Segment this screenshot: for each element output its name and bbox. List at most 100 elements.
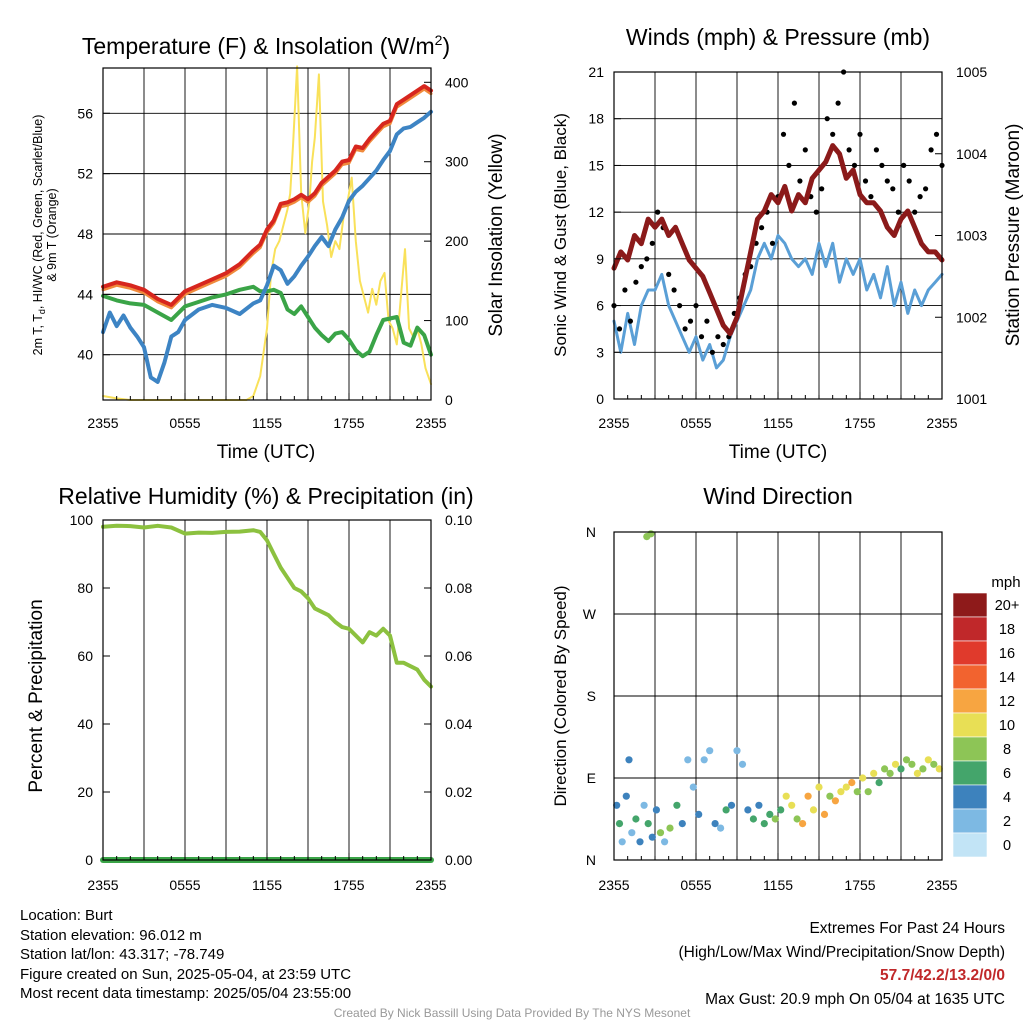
y-tick-label: 20: [77, 784, 93, 800]
x-tick-label: 1155: [252, 877, 282, 893]
gust-point: [813, 209, 819, 215]
y-tick-label: 21: [588, 64, 604, 80]
direction-point: [859, 774, 867, 782]
winds-xlabel: Time (UTC): [729, 442, 828, 463]
gust-point: [884, 178, 890, 184]
x-tick-label: 1155: [252, 415, 282, 431]
y2-tick-label: 0.04: [445, 716, 472, 732]
y-tick-label: 0: [85, 852, 93, 868]
colorbar-unit: mph: [991, 574, 1020, 591]
y2-tick-label: 300: [445, 154, 469, 170]
temperature-series-layer: [101, 65, 433, 401]
gust-point: [693, 303, 699, 309]
colorbar-label: 12: [999, 694, 1015, 710]
direction-point: [666, 824, 674, 832]
x-tick-label: 2355: [926, 415, 957, 431]
colorbar-label: 18: [999, 622, 1015, 638]
x-tick-label: 0555: [169, 415, 200, 431]
direction-point: [897, 765, 905, 773]
winds-series-layer: [611, 69, 945, 370]
direction-point: [886, 769, 894, 778]
series-line-sonic-wind: [612, 234, 944, 370]
y2-tick-label: 0.02: [445, 784, 472, 800]
gust-point: [802, 147, 808, 153]
direction-point: [902, 756, 911, 764]
colorbar-swatch: [952, 688, 988, 714]
series-line-9m-t: [101, 87, 433, 310]
direction-point: [652, 806, 661, 814]
gust-point: [890, 186, 896, 192]
colorbar-label: 8: [1003, 742, 1011, 758]
direction-point: [771, 815, 779, 823]
direction-tick-label: N: [586, 852, 596, 868]
station-elevation: Station elevation: 96.012 m: [20, 926, 202, 944]
direction-point: [842, 783, 850, 791]
y-tick-label: 100: [70, 512, 94, 528]
x-tick-label: 0555: [680, 415, 711, 431]
direction-point: [711, 820, 719, 828]
y-tick-label: 15: [588, 157, 604, 173]
humidity-axis-ticks: 2355 0555 1155 1755 2355 0 20 40 60 80 100 0.00 0.02…: [70, 512, 473, 893]
direction-point: [661, 838, 669, 846]
colorbar-label: 10: [999, 718, 1015, 734]
direction-point: [919, 765, 927, 773]
direction-tick-label: N: [586, 524, 596, 540]
direction-point: [788, 801, 796, 809]
direction-point: [727, 801, 736, 809]
station-location: Location: Burt: [20, 907, 113, 924]
y-tick-label: 3: [596, 344, 604, 360]
x-tick-label: 1755: [844, 415, 875, 431]
y-tick-label: 6: [596, 298, 604, 314]
gust-point: [709, 349, 716, 355]
gust-point: [917, 194, 923, 200]
gust-point: [912, 209, 918, 215]
direction-point: [644, 820, 652, 828]
figure-created: Figure created on Sun, 2025-05-04, at 23…: [20, 965, 352, 983]
y2-tick-label: 400: [445, 74, 469, 90]
x-tick-label: 1755: [333, 415, 364, 431]
colorbar-swatch: [952, 808, 988, 834]
direction-point: [870, 769, 878, 778]
direction-point: [782, 792, 790, 800]
direction-point: [848, 779, 856, 787]
direction-tick-label: W: [583, 606, 597, 622]
x-tick-label: 0555: [169, 877, 200, 893]
y2-tick-label: 0.06: [445, 648, 472, 664]
direction-point: [924, 756, 932, 764]
max-gust: Max Gust: 20.9 mph On 05/04 at 1635 UTC: [705, 990, 1005, 1008]
gust-point: [851, 162, 858, 168]
direction-point: [908, 760, 916, 768]
extremes-block: Extremes For Past 24 Hours (High/Low/Max…: [679, 917, 1006, 1011]
direction-point: [744, 806, 752, 814]
y2-tick-label: 0.08: [445, 580, 472, 596]
y2-tick-label: 0: [445, 392, 453, 408]
gust-point: [824, 116, 830, 122]
series-line-hi-wc: [101, 109, 433, 384]
colorbar-swatch: [952, 592, 988, 618]
colorbar-swatch: [952, 760, 988, 786]
series-line-relative-humidity: [101, 523, 433, 689]
direction-point: [766, 810, 774, 819]
direction-point: [793, 815, 801, 823]
direction-ylabel: Direction (Colored By Speed): [551, 585, 570, 806]
y2-tick-label: 1002: [956, 309, 987, 325]
direction-point: [913, 769, 922, 778]
direction-point: [628, 829, 636, 837]
x-tick-label: 2355: [598, 877, 629, 893]
direction-tick-label: E: [587, 770, 596, 786]
direction-point: [636, 838, 644, 846]
y-tick-label: 40: [77, 347, 93, 363]
y2-tick-label: 1003: [956, 228, 987, 244]
direction-point: [622, 792, 630, 800]
direction-point: [618, 838, 626, 846]
direction-point: [695, 810, 703, 819]
gust-point: [644, 256, 650, 262]
gust-point: [627, 318, 634, 324]
humidity-ylabel: Percent & Precipitation: [26, 599, 47, 792]
direction-point: [777, 806, 785, 814]
y-tick-label: 12: [588, 204, 604, 220]
direction-point: [831, 797, 840, 805]
y-tick-label: 40: [77, 716, 93, 732]
direction-point: [809, 806, 818, 814]
